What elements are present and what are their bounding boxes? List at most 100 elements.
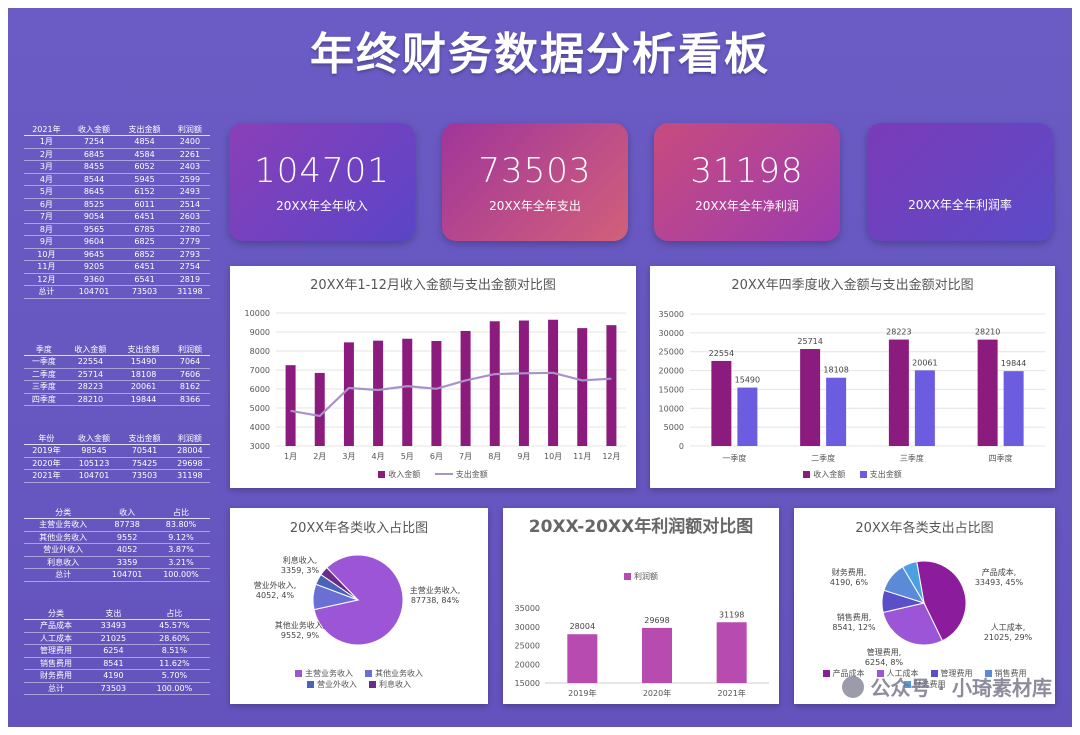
legend-item: 收入金额 (803, 469, 845, 480)
table-cell: 100.00% (139, 682, 210, 695)
slice-label: 营业外收入, 4052, 4% (254, 580, 297, 600)
watermark: 公众号 · 小琦素材库 (842, 672, 1052, 701)
x-tick-label: 9月 (517, 452, 530, 461)
table-cell: 6852 (119, 248, 170, 261)
table-cell: 7254 (69, 136, 120, 149)
table-row: 总计 73503 100.00% (24, 682, 210, 695)
kpi-card-income: 104701 20XX年全年收入 (229, 123, 415, 241)
table-cell: 15490 (117, 356, 170, 369)
data-label: 31198 (719, 610, 744, 619)
x-tick-label: 二季度 (811, 453, 835, 463)
y-tick-label: 15000 (659, 385, 684, 394)
table-header: 利润额 (170, 123, 210, 136)
legend-item: 利润额 (624, 571, 658, 582)
income-bar (606, 325, 616, 446)
table-header: 收入 (102, 506, 152, 519)
table-cell: 73503 (119, 470, 170, 483)
table-row: 10月 9645 6852 2793 (24, 248, 210, 261)
wechat-logo-icon (842, 676, 864, 698)
monthly-chart: 3000 4000 5000 6000 7000 8000 9000 10000 1月 2月 3月 4… (230, 266, 636, 488)
table-cell: 营业外收入 (24, 544, 102, 557)
income-bar (978, 340, 998, 446)
table-cell: 2603 (170, 211, 210, 224)
legend-item: 支出金额 (860, 469, 902, 480)
legend-item: 主营业务收入 (295, 668, 353, 679)
table-cell: 31198 (170, 470, 210, 483)
table-cell: 29698 (170, 457, 210, 470)
legend-swatch (435, 473, 453, 475)
x-tick-label: 4月 (372, 452, 385, 461)
table-cell: 6845 (69, 148, 120, 161)
x-tick-label: 四季度 (989, 453, 1013, 463)
kpi-label: 20XX年全年收入 (229, 197, 415, 214)
table-cell: 2403 (170, 161, 210, 174)
legend-label: 收入金额 (813, 470, 845, 479)
x-tick-label: 2020年 (643, 688, 671, 698)
table-row: 财务费用 4190 5.70% (24, 670, 210, 683)
table-cell: 2021年 (24, 470, 69, 483)
table-cell: 2400 (170, 136, 210, 149)
slice-label-line: 其他业务收入, (275, 620, 326, 630)
table-row: 4月 8544 5945 2599 (24, 173, 210, 186)
income-bar (402, 339, 412, 446)
table-cell: 6月 (24, 198, 69, 211)
slice-label-line: 8541, 12% (832, 623, 876, 632)
expense-category-table: 分类 支出 占比 产品成本 33493 45.57% 人工成本 21025 28.60% 管理费用… (24, 607, 210, 695)
y-tick-label: 10000 (245, 309, 270, 318)
slice-label: 销售费用, 8541, 12% (832, 612, 876, 632)
table-cell: 2779 (170, 236, 210, 249)
table-cell: 管理费用 (24, 645, 88, 658)
page-title: 年终财务数据分析看板 (8, 18, 1072, 82)
table-row: 一季度 22554 15490 7064 (24, 356, 210, 369)
y-tick-label: 25000 (515, 642, 540, 651)
y-tick-label: 5000 (664, 423, 684, 432)
table-cell: 8541 (88, 657, 139, 670)
y-tick-label: 30000 (659, 329, 684, 338)
table-row: 2021年 104701 73503 31198 (24, 470, 210, 483)
table-cell: 二季度 (24, 368, 64, 381)
table-cell: 73503 (88, 682, 139, 695)
income-bar (461, 331, 471, 446)
expense-bar (737, 388, 757, 446)
table-cell: 6785 (119, 223, 170, 236)
kpi-value: 73503 (442, 151, 628, 191)
income-bar (800, 349, 820, 446)
table-header: 收入金额 (69, 123, 120, 136)
table-cell: 9645 (69, 248, 120, 261)
table-cell: 4854 (119, 136, 170, 149)
legend-swatch (803, 471, 810, 478)
income-bar (490, 321, 500, 446)
legend-item: 收入金额 (378, 469, 420, 480)
table-cell: 11.62% (139, 657, 210, 670)
x-tick-label: 5月 (401, 452, 414, 461)
table-cell: 2019年 (24, 445, 69, 458)
table-cell: 4190 (88, 670, 139, 683)
income-bar (519, 321, 529, 446)
legend-item: 其他业务收入 (365, 668, 423, 679)
y-tick-label: 4000 (250, 423, 270, 432)
y-tick-label: 30000 (515, 623, 540, 632)
table-header: 占比 (139, 607, 210, 620)
table-header: 支出金额 (117, 343, 170, 356)
table-cell: 2020年 (24, 457, 69, 470)
x-tick-label: 2021年 (717, 688, 745, 698)
table-cell: 销售费用 (24, 657, 88, 670)
table-header: 支出金额 (119, 123, 170, 136)
quarterly-chart-panel: 20XX年四季度收入金额与支出金额对比图 0 5000 10000 15000 2000… (650, 266, 1055, 488)
kpi-card-expense: 73503 20XX年全年支出 (442, 123, 628, 241)
income-bar (711, 361, 731, 446)
table-cell: 主营业务收入 (24, 519, 102, 532)
table-cell: 4052 (102, 544, 152, 557)
table-cell: 三季度 (24, 381, 64, 394)
table-cell: 6541 (119, 273, 170, 286)
table-cell: 100.00% (152, 569, 210, 582)
table-cell: 2599 (170, 173, 210, 186)
table-cell: 2754 (170, 261, 210, 274)
table-cell: 8645 (69, 186, 120, 199)
expense-line (291, 373, 612, 416)
income-category-table: 分类 收入 占比 主营业务收入 87738 83.80% 其他业务收入 9552 9.12% 营业… (24, 506, 210, 582)
table-cell: 33493 (88, 620, 139, 633)
table-row: 12月 9360 6541 2819 (24, 273, 210, 286)
legend-label: 营业外收入 (317, 680, 357, 689)
table-row: 7月 9054 6451 2603 (24, 211, 210, 224)
